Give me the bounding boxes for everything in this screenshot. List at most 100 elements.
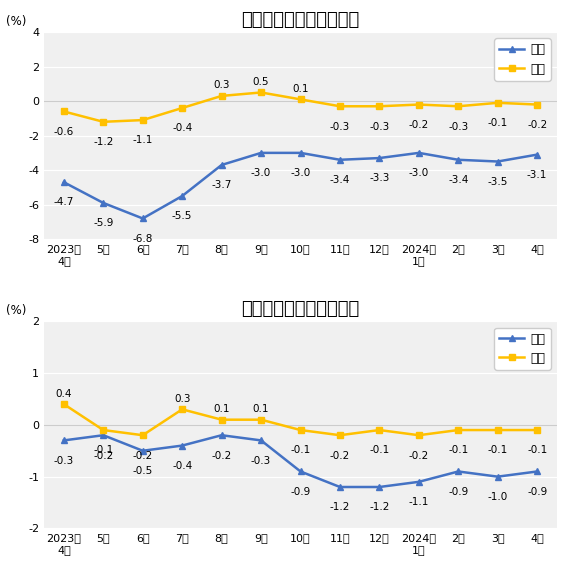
Text: -3.4: -3.4 [330,175,350,185]
Text: -0.3: -0.3 [448,122,469,131]
同比 [139,215,146,222]
同比 [100,432,107,439]
Text: (%): (%) [6,304,26,317]
同比 [455,156,462,163]
Text: -0.2: -0.2 [409,120,429,130]
Text: -3.4: -3.4 [448,175,469,185]
Legend: 同比, 环比: 同比, 环比 [494,328,550,370]
Text: -0.1: -0.1 [487,118,508,128]
环比 [337,103,344,110]
Text: -1.0: -1.0 [487,492,508,502]
同比 [415,478,422,485]
同比 [297,149,304,156]
Text: 0.1: 0.1 [253,404,269,414]
Text: 0.1: 0.1 [214,404,230,414]
Text: -3.7: -3.7 [211,180,232,190]
Text: -0.1: -0.1 [290,445,311,455]
Text: -0.2: -0.2 [409,451,429,461]
Text: -0.4: -0.4 [172,461,193,471]
Text: -5.9: -5.9 [93,218,114,228]
环比 [258,416,265,423]
Text: -0.4: -0.4 [172,123,193,133]
同比 [258,437,265,444]
环比 [376,427,383,434]
同比 [455,468,462,475]
环比 [218,92,225,99]
Text: -3.5: -3.5 [487,177,508,187]
Text: 0.3: 0.3 [174,394,190,404]
环比 [297,96,304,103]
环比 [534,101,541,108]
Text: -0.9: -0.9 [527,487,548,497]
Text: -0.1: -0.1 [527,445,548,455]
Text: -0.6: -0.6 [54,127,74,137]
同比 [376,483,383,490]
Text: 0.3: 0.3 [214,80,230,91]
Text: -3.0: -3.0 [251,168,271,178]
Legend: 同比, 环比: 同比, 环比 [494,38,550,80]
环比 [494,427,501,434]
环比 [376,103,383,110]
同比 [337,483,344,490]
环比 [139,117,146,123]
Text: -0.9: -0.9 [448,487,469,497]
Text: -0.2: -0.2 [211,451,232,461]
同比 [297,468,304,475]
环比 [258,89,265,96]
Text: -3.0: -3.0 [409,168,429,178]
Text: (%): (%) [6,15,26,28]
Text: -5.5: -5.5 [172,211,193,221]
环比 [60,108,67,115]
Text: -0.2: -0.2 [93,451,114,461]
环比 [60,401,67,408]
Line: 环比: 环比 [60,401,541,439]
Text: -1.2: -1.2 [330,502,350,512]
环比 [455,427,462,434]
Text: -0.2: -0.2 [330,451,350,461]
Text: 0.1: 0.1 [293,84,309,94]
Text: -3.1: -3.1 [527,170,548,180]
Text: -0.1: -0.1 [369,445,390,455]
同比 [179,442,186,449]
Title: 生产资料出厂价格涨跌幅: 生产资料出厂价格涨跌幅 [241,11,360,29]
Text: 0.5: 0.5 [253,77,269,87]
环比 [179,105,186,112]
Text: -0.1: -0.1 [93,445,114,455]
环比 [218,416,225,423]
Text: -0.2: -0.2 [132,451,153,461]
Text: -1.2: -1.2 [369,502,390,512]
同比 [337,156,344,163]
环比 [494,100,501,106]
同比 [139,447,146,454]
Text: -0.5: -0.5 [132,466,153,476]
Text: -6.8: -6.8 [132,234,153,244]
Text: -1.2: -1.2 [93,137,114,147]
Line: 同比: 同比 [60,149,541,222]
Text: -1.1: -1.1 [408,497,429,507]
环比 [337,432,344,439]
Text: -0.3: -0.3 [251,456,271,466]
Text: -0.3: -0.3 [330,122,350,131]
环比 [415,432,422,439]
同比 [60,179,67,186]
Text: 0.4: 0.4 [56,389,72,398]
Text: -0.1: -0.1 [487,445,508,455]
Text: -4.7: -4.7 [53,198,74,208]
同比 [218,432,225,439]
同比 [218,161,225,168]
Text: -0.1: -0.1 [448,445,469,455]
环比 [455,103,462,110]
Text: -0.2: -0.2 [527,120,548,130]
同比 [376,155,383,161]
同比 [494,158,501,165]
Text: -3.0: -3.0 [290,168,311,178]
Text: -0.3: -0.3 [369,122,390,131]
同比 [415,149,422,156]
环比 [534,427,541,434]
Text: -1.1: -1.1 [132,135,153,145]
Title: 生活资料出厂价格涨跌幅: 生活资料出厂价格涨跌幅 [241,301,360,318]
环比 [100,427,107,434]
同比 [494,473,501,480]
同比 [534,151,541,158]
同比 [100,200,107,207]
